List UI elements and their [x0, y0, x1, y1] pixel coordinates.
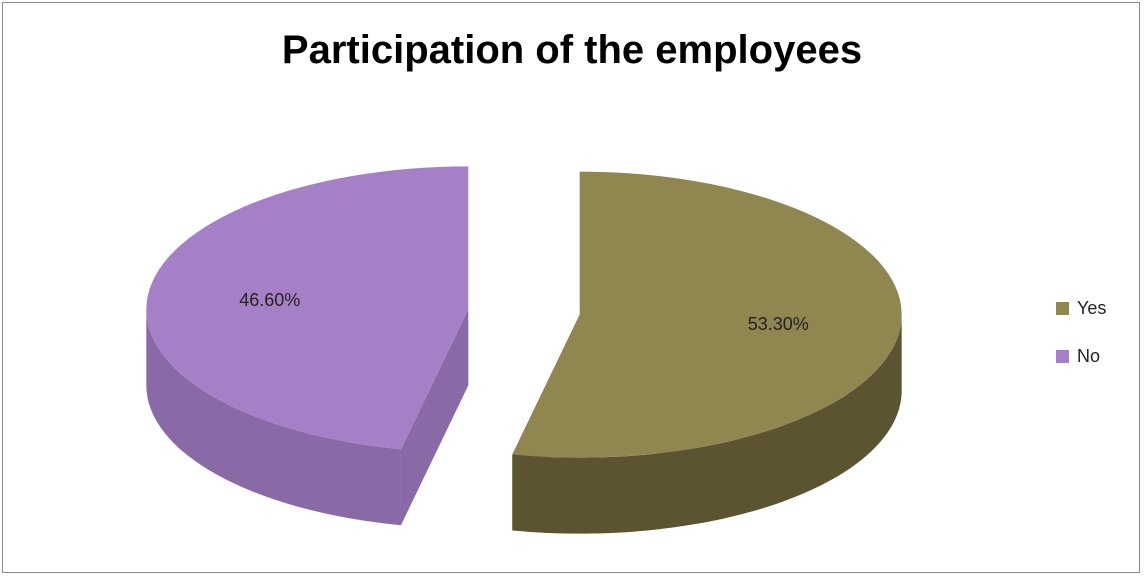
legend-label-yes: Yes	[1077, 297, 1107, 318]
legend-item-no: No	[1056, 342, 1106, 370]
pie-slice-no-cut-face-0	[400, 309, 469, 526]
pie-slice-no-top	[146, 166, 469, 450]
chart-title: Participation of the employees	[281, 28, 863, 72]
pie-slice-yes: 53.30%	[512, 171, 902, 534]
legend-swatch-yes	[1056, 301, 1069, 315]
pie-label-no: 46.60%	[239, 290, 300, 310]
pie-slice-no-side	[146, 309, 401, 526]
pie-slice-yes-side	[512, 314, 902, 534]
legend-swatch-no	[1056, 349, 1069, 363]
pie-slice-yes-top	[512, 171, 902, 458]
pie-label-yes: 53.30%	[748, 314, 809, 334]
legend: Yes No	[1056, 294, 1106, 390]
legend-item-yes: Yes	[1056, 294, 1106, 322]
pie-slice-no: 46.60%	[146, 166, 469, 526]
legend-label-no: No	[1077, 345, 1101, 366]
